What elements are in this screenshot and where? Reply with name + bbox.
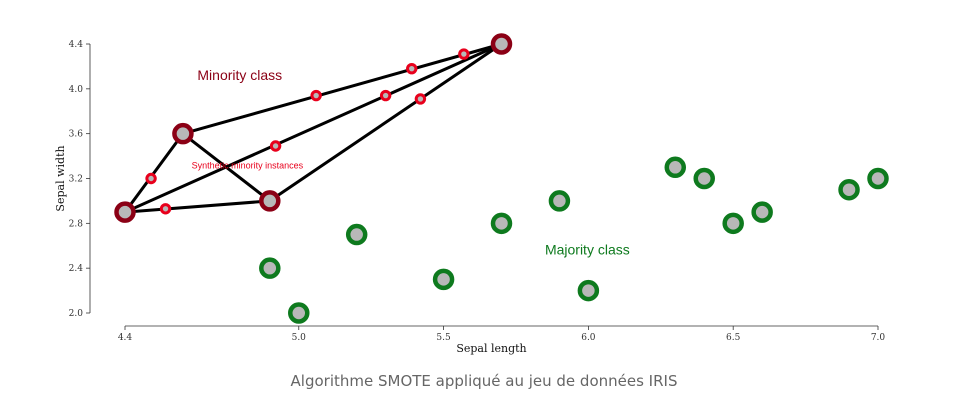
x-tick-label: 6.0 bbox=[581, 333, 596, 343]
y-tick-label: 2.8 bbox=[69, 219, 84, 229]
minority-point bbox=[259, 190, 281, 212]
y-axis-title: Sepal width bbox=[54, 145, 67, 211]
interpolation-segment bbox=[123, 132, 185, 214]
interpolation-lines bbox=[123, 42, 503, 214]
x-tick-label: 4.4 bbox=[118, 333, 133, 343]
x-tick-label: 5.0 bbox=[292, 333, 307, 343]
synthetic-point bbox=[458, 48, 470, 60]
figure-caption: Algorithme SMOTE appliqué au jeu de donn… bbox=[290, 372, 678, 390]
minority-point bbox=[490, 33, 513, 55]
synthetic-point bbox=[310, 89, 322, 102]
synthetic-annotation: Synthetic minority instances bbox=[192, 160, 304, 170]
synthetic-point bbox=[406, 62, 418, 75]
axes: 2.0 2.4 2.8 3.2 3.6 4.0 4.4 4.4 5.0 5.5 6.0 6.5 7.0 S… bbox=[54, 40, 885, 355]
interpolation-segment bbox=[123, 199, 272, 214]
majority-point bbox=[664, 156, 687, 179]
majority-point bbox=[577, 279, 600, 302]
majority-point bbox=[867, 167, 889, 190]
y-tick-label: 4.4 bbox=[69, 40, 84, 50]
y-tick-label: 3.2 bbox=[69, 175, 83, 185]
synthetic-point bbox=[379, 89, 392, 102]
majority-point bbox=[838, 178, 860, 201]
majority-point bbox=[288, 302, 310, 324]
synthetic-point bbox=[145, 172, 157, 185]
annotations: Minority class Synthetic minority instanc… bbox=[192, 67, 630, 258]
data-points bbox=[114, 33, 889, 324]
synthetic-point bbox=[159, 203, 172, 215]
synthetic-point bbox=[269, 140, 282, 152]
synthetic-point bbox=[414, 93, 427, 105]
majority-point bbox=[490, 212, 513, 235]
x-tick-label: 6.5 bbox=[726, 333, 741, 343]
majority-point bbox=[259, 257, 281, 279]
majority-point bbox=[345, 223, 368, 246]
majority-annotation: Majority class bbox=[545, 242, 630, 258]
y-tick-label: 2.4 bbox=[69, 264, 84, 274]
majority-point bbox=[751, 201, 773, 223]
smote-scatter-chart: 2.0 2.4 2.8 3.2 3.6 4.0 4.4 4.4 5.0 5.5 6.0 6.5 7.0 S… bbox=[54, 33, 889, 355]
x-tick-label: 5.5 bbox=[436, 333, 451, 343]
interpolation-segment bbox=[268, 42, 503, 203]
majority-point bbox=[432, 268, 455, 291]
majority-point bbox=[722, 212, 744, 235]
y-tick-label: 3.6 bbox=[69, 130, 84, 140]
y-tick-label: 2.0 bbox=[69, 309, 84, 319]
minority-point bbox=[114, 201, 136, 223]
majority-point bbox=[693, 167, 715, 190]
minority-point bbox=[172, 122, 194, 145]
interpolation-segment bbox=[181, 42, 503, 136]
x-tick-label: 7.0 bbox=[871, 333, 886, 343]
y-tick-label: 4.0 bbox=[69, 85, 84, 95]
minority-annotation: Minority class bbox=[197, 67, 282, 83]
x-axis-title: Sepal length bbox=[456, 342, 526, 355]
majority-point bbox=[548, 190, 571, 212]
interpolation-segment bbox=[123, 42, 503, 214]
